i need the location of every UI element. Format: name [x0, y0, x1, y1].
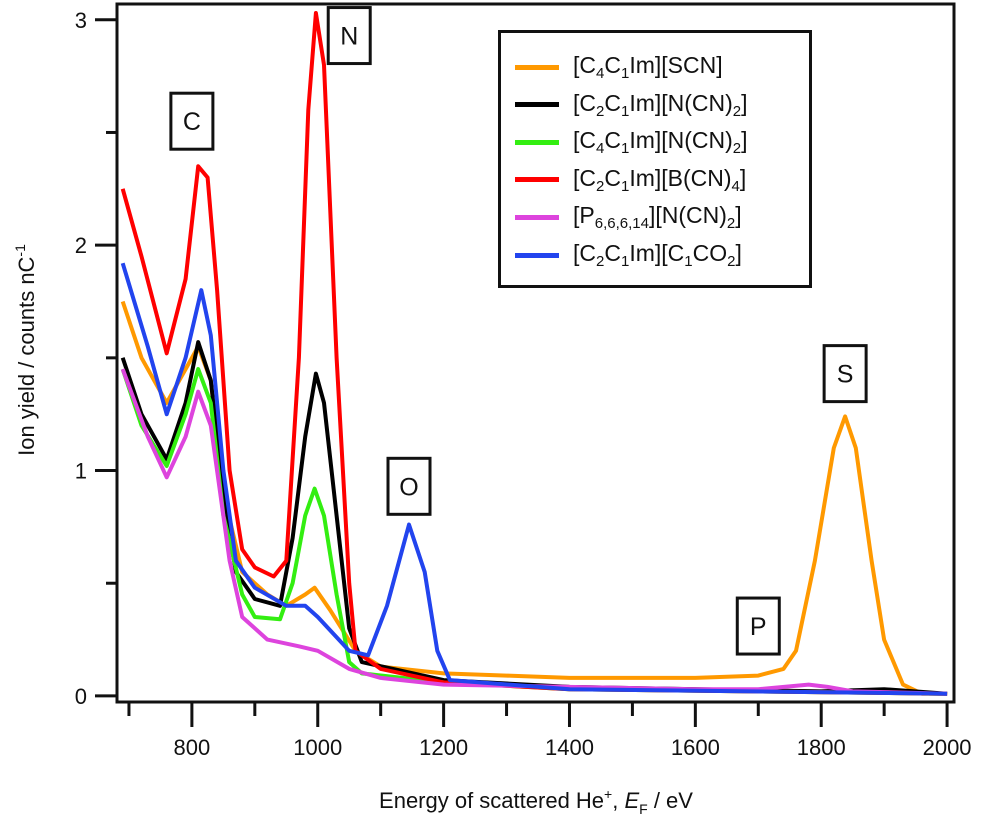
- legend-swatch: [515, 214, 559, 220]
- x-tick-label: 1600: [671, 735, 720, 760]
- x-tick-label: 1800: [797, 735, 846, 760]
- peak-label-box: [326, 6, 372, 66]
- peak-label: P: [750, 613, 767, 641]
- legend-swatch: [515, 177, 559, 183]
- legend-swatch: [515, 139, 559, 145]
- series-line-2: [120, 367, 948, 696]
- y-tick-label: 1: [75, 459, 87, 484]
- legend-label: [C2C1Im][N(CN)2]: [573, 89, 748, 120]
- series-layer: [120, 11, 948, 696]
- legend-swatch: [515, 252, 559, 258]
- series-line-5: [120, 262, 948, 696]
- x-tick-label: 1000: [293, 735, 342, 760]
- y-axis: 0 1 2 3: [75, 8, 117, 709]
- x-tick-label: 1400: [545, 735, 594, 760]
- legend-swatch: [515, 64, 559, 70]
- y-tick-label: 3: [75, 8, 87, 33]
- legend: [C4C1Im][SCN] [C2C1Im][N(CN)2] [C4C1Im][N(…: [498, 30, 812, 288]
- legend-entry: [P6,6,6,14][N(CN)2]: [515, 200, 742, 234]
- peak-label: O: [399, 473, 418, 501]
- x-tick-label: 2000: [923, 735, 972, 760]
- series-line-3: [120, 11, 948, 696]
- legend-swatch: [515, 102, 559, 108]
- peak-label: C: [183, 108, 201, 136]
- legend-entry: [C2C1Im][B(CN)4]: [515, 163, 746, 197]
- legend-entry: [C2C1Im][N(CN)2]: [515, 88, 748, 122]
- x-axis-label: Energy of scattered He+, EF / eV: [379, 786, 693, 817]
- plot-frame: [115, 2, 956, 704]
- y-tick-label: 2: [75, 233, 87, 258]
- legend-entry: [C4C1Im][SCN]: [515, 50, 723, 84]
- legend-label: [C4C1Im][SCN]: [573, 52, 723, 82]
- y-tick-label: 0: [75, 684, 87, 709]
- peak-label-box: [169, 91, 215, 151]
- legend-label: [C4C1Im][N(CN)2]: [573, 127, 748, 158]
- y-axis-label: Ion yield / counts nC-1: [12, 244, 39, 456]
- annotation-layer: C N O P S: [169, 6, 868, 656]
- peak-label-box: [386, 456, 432, 516]
- legend-label: [C2C1Im][B(CN)4]: [573, 164, 747, 195]
- legend-entry: [C4C1Im][N(CN)2]: [515, 125, 748, 159]
- x-tick-label: 1200: [419, 735, 468, 760]
- peak-label: N: [340, 23, 358, 51]
- legend-entry: [C2C1Im][C1CO2]: [515, 238, 742, 272]
- x-axis: 800 1000 1200 1400 1600 1800 2000: [127, 702, 972, 760]
- peak-label-box: [735, 596, 781, 656]
- legend-label: [C2C1Im][C1CO2]: [573, 240, 742, 270]
- peak-label: S: [837, 361, 854, 389]
- peak-label-box: [822, 344, 868, 404]
- x-tick-label: 800: [174, 735, 211, 760]
- legend-label: [P6,6,6,14][N(CN)2]: [573, 202, 742, 233]
- series-line-4: [120, 368, 948, 696]
